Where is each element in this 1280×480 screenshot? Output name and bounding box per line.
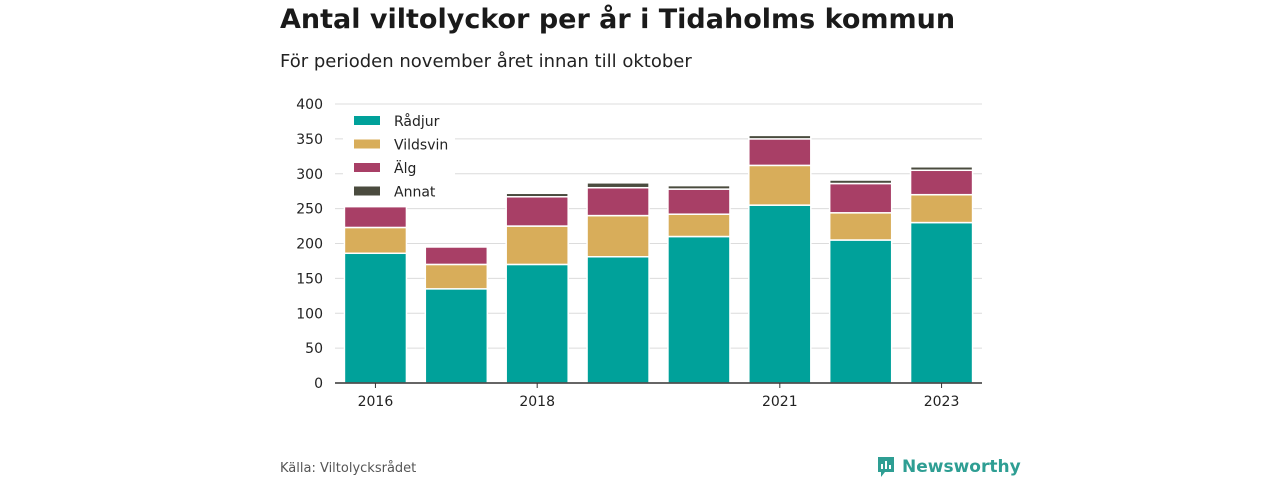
chart-title: Antal viltolyckor per år i Tidaholms kom… (280, 4, 956, 35)
source-text: Källa: Viltolycksrådet (280, 461, 417, 476)
brand[interactable]: Newsworthy (876, 455, 1021, 479)
x-tick-label: 2023 (924, 394, 960, 410)
x-tick-label: 2018 (519, 394, 555, 410)
bar-segment (667, 188, 731, 215)
legend-swatch (354, 163, 380, 172)
legend: Rådjur Vildsvin Älg Annat (343, 108, 455, 204)
x-tick-label: 2016 (358, 394, 394, 410)
legend-swatch (354, 186, 380, 196)
bar-segment (343, 226, 408, 255)
chart-subtitle: För perioden november året innan till ok… (280, 51, 692, 72)
bar-segment (505, 192, 569, 198)
y-tick-label: 200 (296, 237, 323, 253)
bar-segment (828, 179, 893, 185)
bar-segment (909, 169, 974, 196)
legend-label: Annat (394, 185, 436, 201)
brand-name: Newsworthy (902, 457, 1021, 477)
bar-segment (586, 256, 650, 384)
bar-segment (424, 288, 489, 384)
bar-segment (748, 204, 812, 384)
newsworthy-logo-icon (878, 457, 894, 477)
y-tick-label: 350 (296, 132, 323, 148)
bar-segment (909, 193, 974, 224)
bar-segment (505, 196, 569, 227)
legend-label: Vildsvin (394, 138, 448, 154)
y-tick-label: 400 (296, 97, 323, 113)
bar-segment (343, 252, 408, 384)
y-tick-label: 150 (296, 271, 323, 287)
bar-segment (828, 212, 893, 241)
bar-segment (424, 263, 489, 290)
bar-segment (909, 221, 974, 384)
x-tick-label: 2021 (762, 394, 798, 410)
bar-segment (667, 235, 731, 384)
y-tick-label: 100 (296, 306, 323, 322)
x-axis: 2016 2018 2021 2023 (335, 382, 982, 410)
bar-segment (586, 182, 650, 189)
bars (343, 134, 974, 384)
y-tick-label: 250 (296, 202, 323, 218)
bar-segment (828, 182, 893, 214)
y-tick-label: 300 (296, 167, 323, 183)
legend-label: Rådjur (394, 113, 440, 130)
y-axis-ticks: 0 50 100 150 200 250 300 350 400 (296, 97, 323, 392)
bar-segment (748, 134, 812, 140)
bar-segment (748, 164, 812, 206)
legend-label: Älg (394, 159, 416, 177)
bar-segment (748, 138, 812, 167)
bar-segment (667, 184, 731, 190)
bar-segment (586, 186, 650, 217)
bar-segment (343, 205, 408, 229)
y-tick-label: 50 (305, 341, 323, 357)
bar-segment (343, 204, 408, 208)
bar-segment (505, 263, 569, 384)
legend-swatch (354, 116, 380, 125)
y-tick-label: 0 (314, 376, 323, 392)
bar-segment (505, 225, 569, 266)
bar-segment (424, 246, 489, 266)
bar-segment (909, 166, 974, 172)
bar-segment (828, 239, 893, 384)
legend-swatch (354, 139, 380, 149)
bar-segment (586, 214, 650, 258)
bar-segment (667, 213, 731, 238)
